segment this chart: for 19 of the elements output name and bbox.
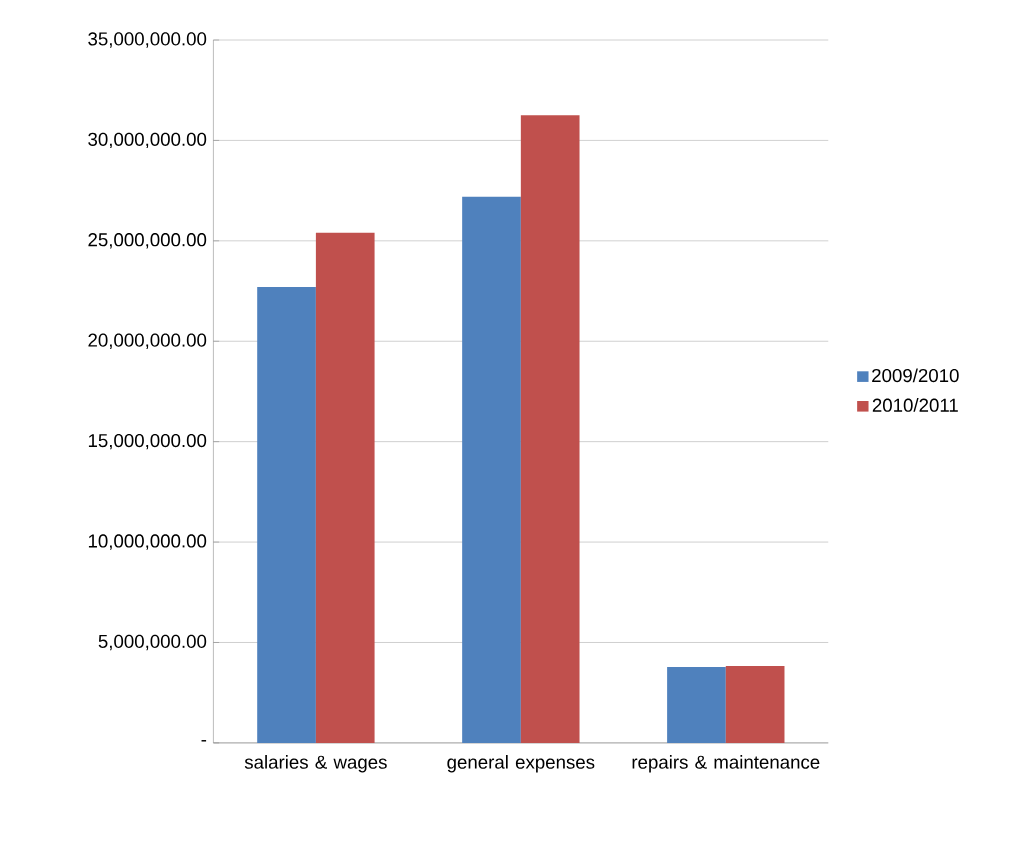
bar xyxy=(725,665,785,743)
bar xyxy=(667,666,726,743)
legend-label: 2009/2010 xyxy=(872,368,959,383)
y-tick-label: 15,000,000.00 xyxy=(88,433,207,450)
y-tick-label: 10,000,000.00 xyxy=(88,534,207,550)
bar xyxy=(315,232,375,743)
x-tick-label: salaries & wages xyxy=(244,754,387,773)
y-tick-label: - xyxy=(201,739,207,742)
y-tick-label: 30,000,000.00 xyxy=(88,132,207,148)
legend-label: 2010/2011 xyxy=(872,397,958,412)
bar xyxy=(520,115,580,743)
y-tick-label: 5,000,000.00 xyxy=(98,634,207,651)
bar xyxy=(462,196,521,743)
y-tick-label: 25,000,000.00 xyxy=(88,232,207,249)
x-tick-label: repairs & maintenance xyxy=(632,754,820,773)
bar xyxy=(257,286,316,743)
y-tick-label: 20,000,000.00 xyxy=(88,333,207,349)
x-tick-label: general expenses xyxy=(447,754,595,773)
y-tick-label: 35,000,000.00 xyxy=(88,32,207,48)
